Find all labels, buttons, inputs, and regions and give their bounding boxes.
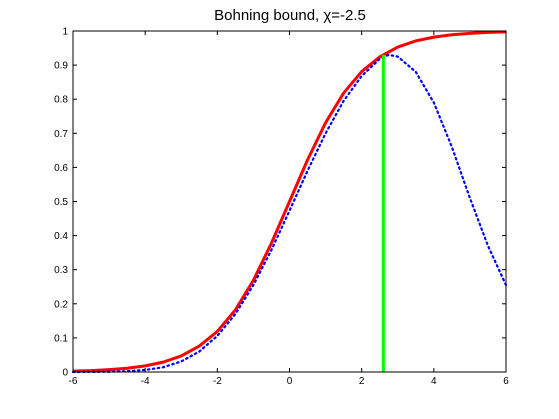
y-tick-label: 0.6	[54, 163, 68, 174]
series-line-0	[72, 30, 507, 373]
axes-layer: -6 -4 -2 0 2 4 6 0 0.1 0.2 0.3 0.4 0.5 0.6 0.7 0.8 0.9 1	[54, 27, 509, 388]
x-tick-label: 2	[359, 376, 365, 387]
y-tick-label: 1	[62, 27, 68, 38]
x-tick-label: 4	[431, 376, 437, 387]
chart-title: Bohning bound, χ=-2.5	[214, 7, 366, 24]
y-tick-label: 0.1	[54, 333, 68, 344]
y-tick-label: 0.3	[54, 265, 68, 276]
x-tick-label: -4	[141, 376, 150, 387]
x-tick-label: 6	[503, 376, 509, 387]
y-tick-label: 0	[62, 368, 68, 379]
y-tick-label: 0.8	[54, 95, 68, 106]
y-tick-label: 0.5	[54, 197, 68, 208]
series-line-1	[71, 53, 508, 374]
y-tick-label: 0.2	[54, 299, 68, 310]
series-layer	[71, 30, 508, 374]
y-tick-label: 0.9	[54, 61, 68, 72]
y-tick-label: 0.4	[54, 231, 68, 242]
x-tick-label: -6	[69, 376, 78, 387]
x-tick-label: 0	[287, 376, 293, 387]
y-tick-label: 0.7	[54, 129, 68, 140]
x-tick-label: -2	[213, 376, 222, 387]
